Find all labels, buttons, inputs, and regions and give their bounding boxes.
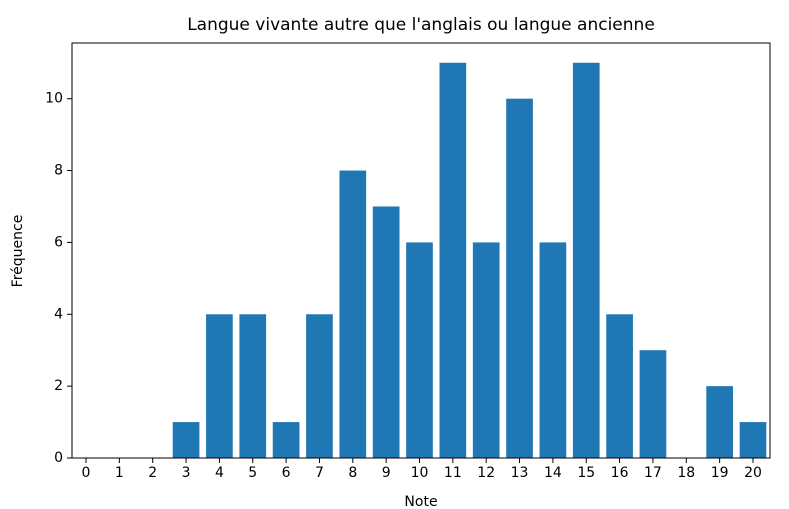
bar	[306, 314, 333, 458]
bar	[339, 170, 367, 458]
x-tick-label: 5	[248, 465, 257, 481]
x-tick-label: 7	[315, 465, 324, 481]
x-tick-label: 13	[511, 465, 529, 481]
y-axis-label: Fréquence	[10, 215, 26, 288]
bar	[406, 242, 433, 458]
x-tick-label: 19	[711, 465, 729, 481]
y-tick-label: 6	[54, 234, 63, 250]
x-tick-label: 9	[382, 465, 391, 481]
bar	[706, 386, 733, 458]
bar	[372, 206, 400, 458]
x-tick-label: 0	[82, 465, 91, 481]
y-tick-label: 0	[54, 450, 63, 466]
bar	[739, 422, 767, 458]
bar	[439, 62, 467, 459]
bar	[572, 62, 600, 459]
bar	[239, 314, 267, 458]
bar	[506, 98, 533, 459]
y-tick-label: 2	[54, 378, 63, 394]
x-tick-label: 4	[215, 465, 224, 481]
plot-frame	[71, 42, 771, 459]
x-tick-label: 8	[348, 465, 357, 481]
y-tick-label: 4	[54, 306, 63, 322]
y-tick-label: 8	[54, 163, 63, 179]
x-tick-label: 11	[444, 465, 462, 481]
x-tick-label: 16	[611, 465, 629, 481]
bar	[472, 242, 500, 458]
x-axis-label: Note	[404, 494, 437, 509]
bar	[639, 350, 667, 458]
bar	[272, 422, 300, 458]
x-tick-label: 2	[148, 465, 157, 481]
x-tick-label: 14	[544, 465, 562, 481]
x-tick-label: 10	[411, 465, 429, 481]
bar	[606, 314, 633, 458]
bar	[206, 314, 233, 458]
x-tick-label: 15	[577, 465, 595, 481]
chart-title: Langue vivante autre que l'anglais ou la…	[187, 15, 655, 35]
x-tick-label: 3	[182, 465, 191, 481]
x-tick-label: 1	[115, 465, 124, 481]
y-tick-label: 10	[45, 91, 63, 107]
x-tick-label: 12	[477, 465, 495, 481]
x-tick-label: 18	[677, 465, 695, 481]
bar	[172, 422, 200, 458]
x-tick-label: 17	[644, 465, 662, 481]
x-tick-label: 6	[282, 465, 291, 481]
bar	[539, 242, 567, 458]
x-tick-label: 20	[744, 465, 762, 481]
